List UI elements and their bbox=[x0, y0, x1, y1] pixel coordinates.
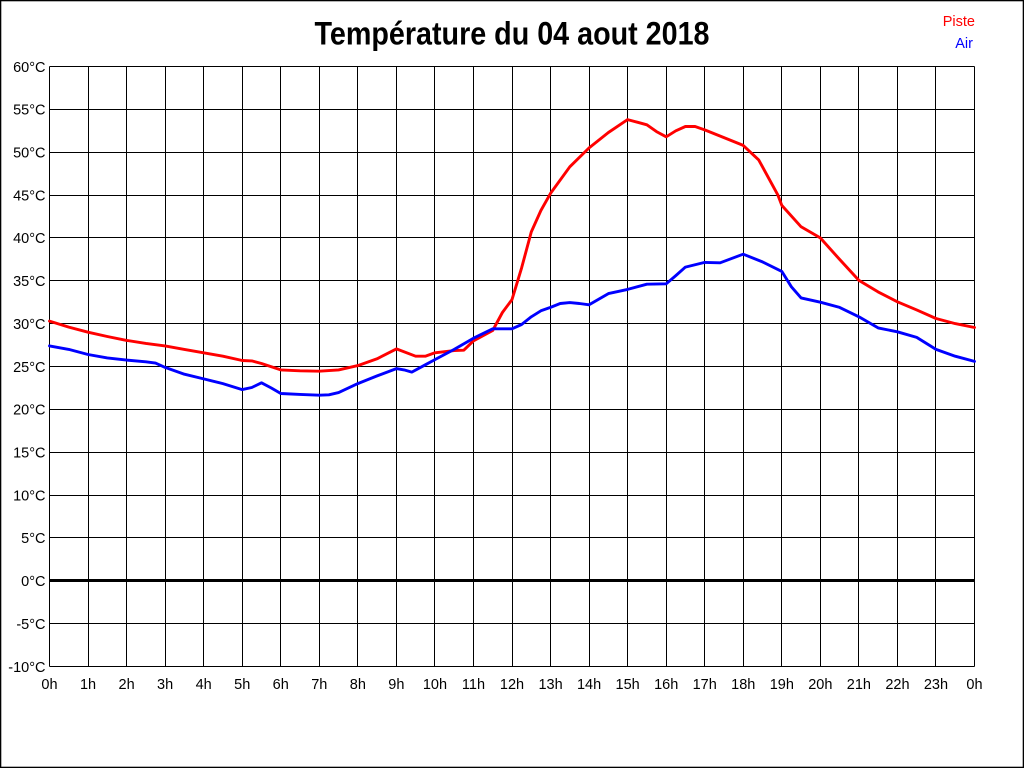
svg-text:60°C: 60°C bbox=[13, 60, 45, 76]
svg-text:12h: 12h bbox=[500, 677, 524, 693]
svg-text:Air: Air bbox=[955, 36, 973, 52]
svg-text:2h: 2h bbox=[119, 677, 135, 693]
svg-text:10°C: 10°C bbox=[13, 488, 45, 504]
svg-text:4h: 4h bbox=[196, 677, 212, 693]
svg-text:35°C: 35°C bbox=[13, 274, 45, 290]
svg-text:55°C: 55°C bbox=[13, 103, 45, 119]
svg-text:0h: 0h bbox=[966, 677, 982, 693]
svg-text:15°C: 15°C bbox=[13, 446, 45, 462]
svg-text:6h: 6h bbox=[273, 677, 289, 693]
svg-text:40°C: 40°C bbox=[13, 231, 45, 247]
svg-text:Piste: Piste bbox=[943, 14, 975, 30]
svg-text:-5°C: -5°C bbox=[16, 617, 45, 633]
svg-text:25°C: 25°C bbox=[13, 360, 45, 376]
svg-text:23h: 23h bbox=[924, 677, 948, 693]
svg-text:22h: 22h bbox=[885, 677, 909, 693]
svg-text:17h: 17h bbox=[693, 677, 717, 693]
svg-text:21h: 21h bbox=[847, 677, 871, 693]
svg-text:11h: 11h bbox=[462, 677, 485, 693]
svg-text:1h: 1h bbox=[80, 677, 96, 693]
svg-text:20h: 20h bbox=[808, 677, 832, 693]
svg-text:13h: 13h bbox=[538, 677, 562, 693]
svg-text:0h: 0h bbox=[41, 677, 57, 693]
svg-text:5h: 5h bbox=[234, 677, 250, 693]
svg-text:45°C: 45°C bbox=[13, 188, 45, 204]
svg-text:20°C: 20°C bbox=[13, 403, 45, 419]
svg-text:10h: 10h bbox=[423, 677, 447, 693]
svg-text:3h: 3h bbox=[157, 677, 173, 693]
svg-text:5°C: 5°C bbox=[21, 531, 45, 547]
svg-text:9h: 9h bbox=[388, 677, 404, 693]
svg-text:Température du 04 aout 2018: Température du 04 aout 2018 bbox=[315, 16, 710, 52]
svg-text:7h: 7h bbox=[311, 677, 327, 693]
svg-text:19h: 19h bbox=[770, 677, 794, 693]
svg-text:15h: 15h bbox=[616, 677, 640, 693]
svg-text:-10°C: -10°C bbox=[8, 660, 45, 676]
svg-text:14h: 14h bbox=[577, 677, 601, 693]
svg-text:30°C: 30°C bbox=[13, 317, 45, 333]
svg-text:18h: 18h bbox=[731, 677, 755, 693]
svg-text:16h: 16h bbox=[654, 677, 678, 693]
svg-text:8h: 8h bbox=[350, 677, 366, 693]
svg-text:50°C: 50°C bbox=[13, 146, 45, 162]
svg-text:0°C: 0°C bbox=[21, 574, 45, 590]
